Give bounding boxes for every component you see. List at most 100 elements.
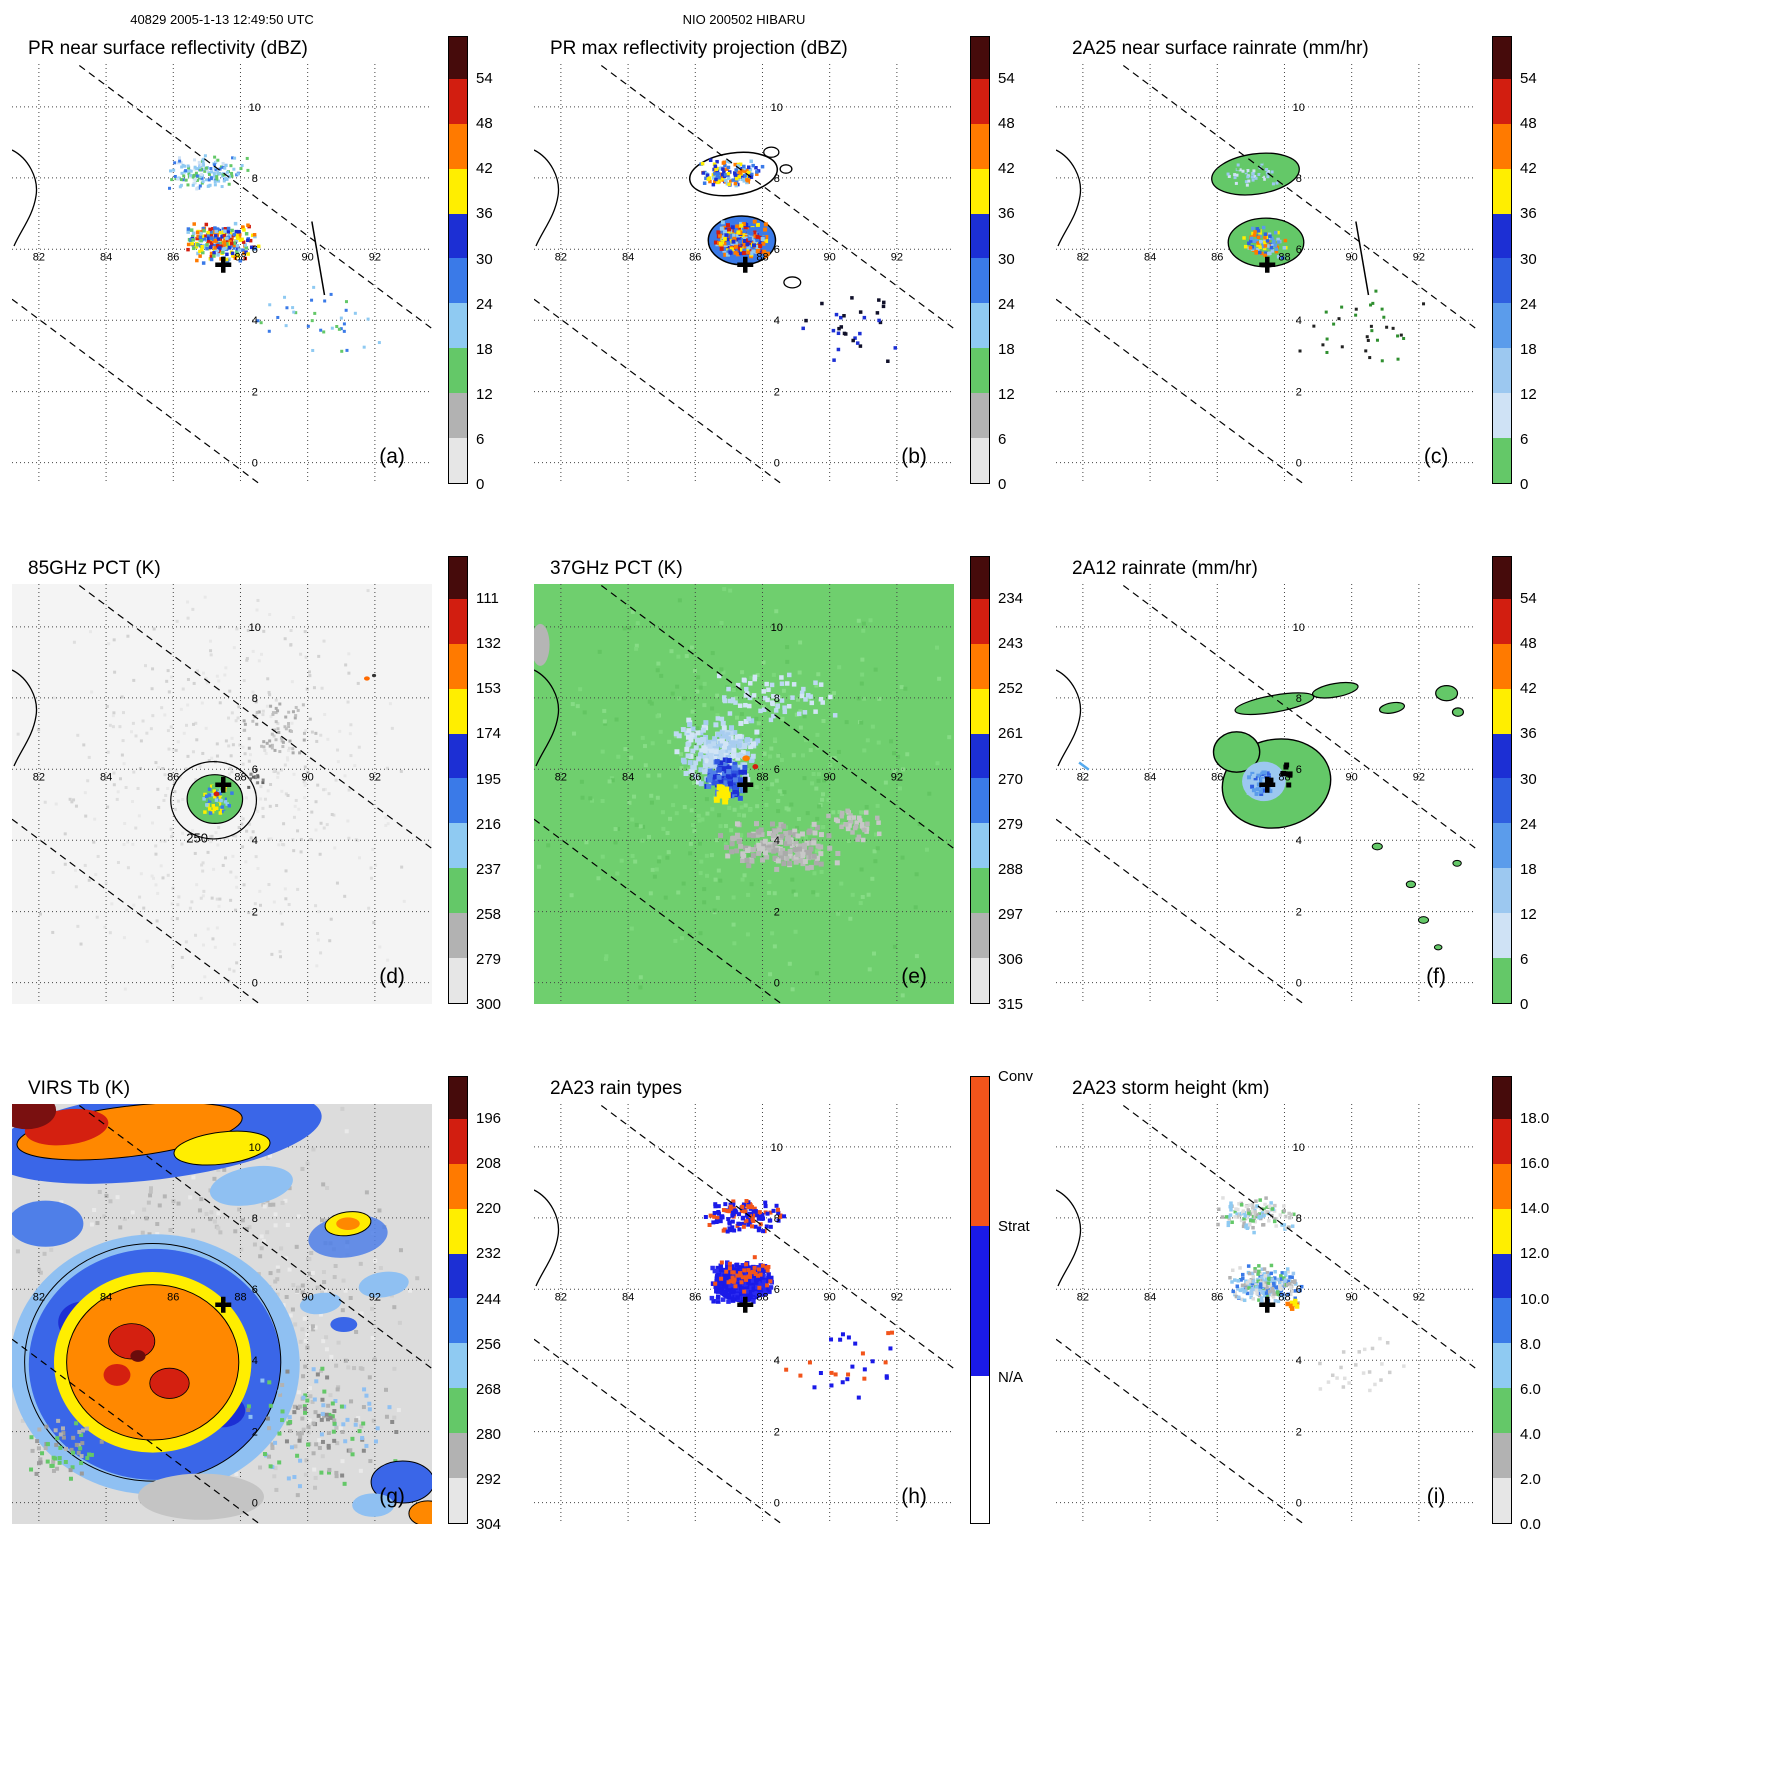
panel-letter-b: (b) (901, 445, 927, 468)
svg-text:10: 10 (1293, 102, 1305, 114)
svg-text:92: 92 (1413, 772, 1425, 784)
storm-center-marker (1259, 1296, 1276, 1313)
colorbar-label: 304 (476, 1516, 502, 1533)
colorbar-segment (449, 213, 467, 259)
svg-text:88: 88 (756, 252, 768, 264)
colorbar-cap (449, 1077, 467, 1119)
storm-center-marker (1259, 776, 1276, 793)
colorbar-label: 288 (998, 860, 1024, 878)
swath-edge-lines (1056, 1104, 1476, 1524)
colorbar-label: 24 (998, 295, 1015, 313)
colorbar-label: 12.0 (1520, 1245, 1550, 1263)
colorbar-label: 42 (476, 160, 493, 178)
colorbar-segment (449, 78, 467, 124)
colorbar-segment (1493, 1163, 1511, 1209)
svg-text:2: 2 (774, 907, 780, 919)
svg-text:10: 10 (249, 622, 261, 634)
colorbar-label: 30 (1520, 770, 1537, 788)
svg-text:84: 84 (1144, 252, 1156, 264)
colorbar-segment (1493, 393, 1511, 439)
data-field (534, 623, 882, 872)
panel-title-d: 85GHz PCT (K) (28, 558, 161, 579)
colorbar-segment (1493, 1343, 1511, 1389)
svg-text:82: 82 (555, 252, 567, 264)
colorbar-label: 208 (476, 1155, 502, 1173)
svg-text:6: 6 (774, 244, 780, 256)
svg-text:84: 84 (100, 252, 112, 264)
colorbar-segment (1493, 778, 1511, 824)
colorbar-segment (1493, 868, 1511, 914)
storm-center-marker (737, 776, 754, 793)
svg-text:86: 86 (689, 772, 701, 784)
coastline (1056, 149, 1082, 247)
colorbar-segment (1493, 1478, 1511, 1523)
panel-letter-i: (i) (1427, 1485, 1446, 1508)
colorbar-label: 216 (476, 815, 502, 833)
colorbar-segment (1493, 1208, 1511, 1254)
colorbar-segment (449, 958, 467, 1003)
svg-text:4: 4 (1296, 315, 1302, 327)
data-field (703, 1199, 895, 1400)
svg-text:82: 82 (33, 772, 45, 784)
svg-text:6: 6 (1296, 764, 1302, 776)
svg-text:90: 90 (1346, 252, 1358, 264)
colorbar-label: 6 (476, 430, 485, 448)
colorbar-label: 252 (998, 680, 1024, 698)
colorbar-label: 42 (1520, 160, 1537, 178)
colorbar-label: 111 (476, 590, 499, 608)
svg-text:92: 92 (1413, 252, 1425, 264)
panel-title-b: PR max reflectivity projection (dBZ) (550, 38, 848, 59)
panel-i: 2A23 storm height (km) 82 84 86 88 90 92 10 8 6 4 2… (1046, 1054, 1568, 1574)
colorbar-label: 36 (998, 205, 1015, 223)
colorbar-segment (971, 913, 989, 959)
svg-text:0: 0 (1296, 978, 1302, 990)
svg-text:10: 10 (771, 622, 783, 634)
svg-text:82: 82 (1077, 252, 1089, 264)
colorbar-segment (449, 1478, 467, 1523)
colorbar-segment (971, 168, 989, 214)
colorbar-segment (449, 913, 467, 959)
svg-text:92: 92 (891, 772, 903, 784)
colorbar-label: 36 (1520, 205, 1537, 223)
colorbar-segment (449, 258, 467, 304)
colorbar-segment (971, 688, 989, 734)
colorbar-segment (1493, 598, 1511, 644)
colorbar-label: 315 (998, 996, 1024, 1013)
svg-text:88: 88 (1278, 772, 1290, 784)
colorbar-label: 24 (476, 295, 493, 313)
svg-text:10: 10 (1293, 622, 1305, 634)
panel-g: VIRS Tb (K) 82 84 86 88 90 92 10 8 6 4 2 0 (g) 196 208 2… (2, 1054, 524, 1574)
colorbar-label: 54 (476, 70, 493, 88)
colorbar-label: 18 (998, 340, 1015, 358)
svg-text:0: 0 (1296, 458, 1302, 470)
colorbar-segment (1493, 913, 1511, 959)
svg-text:8: 8 (252, 173, 258, 185)
svg-text:8: 8 (774, 1213, 780, 1225)
colorbar-label: 244 (476, 1290, 502, 1308)
colorbar-segment (449, 643, 467, 689)
colorbar-cap (1493, 557, 1511, 599)
data-field (1211, 152, 1426, 363)
colorbar-segment (449, 1343, 467, 1389)
colorbar-cap (1493, 1077, 1511, 1119)
colorbar-segment (449, 348, 467, 394)
colorbar-segment (449, 1118, 467, 1164)
svg-text:2: 2 (1296, 907, 1302, 919)
colorbar-label: 54 (1520, 70, 1537, 88)
colorbar-segment (449, 1298, 467, 1344)
grid-lines (1056, 64, 1476, 484)
panel-title-e: 37GHz PCT (K) (550, 558, 683, 579)
colorbar-label: 243 (998, 635, 1024, 653)
colorbar-label: 132 (476, 635, 502, 653)
data-field (688, 146, 898, 363)
svg-text:2: 2 (252, 1427, 258, 1439)
svg-text:10: 10 (249, 102, 261, 114)
colorbar-label: 6 (1520, 430, 1529, 448)
svg-text:88: 88 (756, 772, 768, 784)
svg-text:0: 0 (252, 1498, 258, 1510)
svg-text:10: 10 (249, 1142, 261, 1154)
data-field (12, 1104, 432, 1524)
